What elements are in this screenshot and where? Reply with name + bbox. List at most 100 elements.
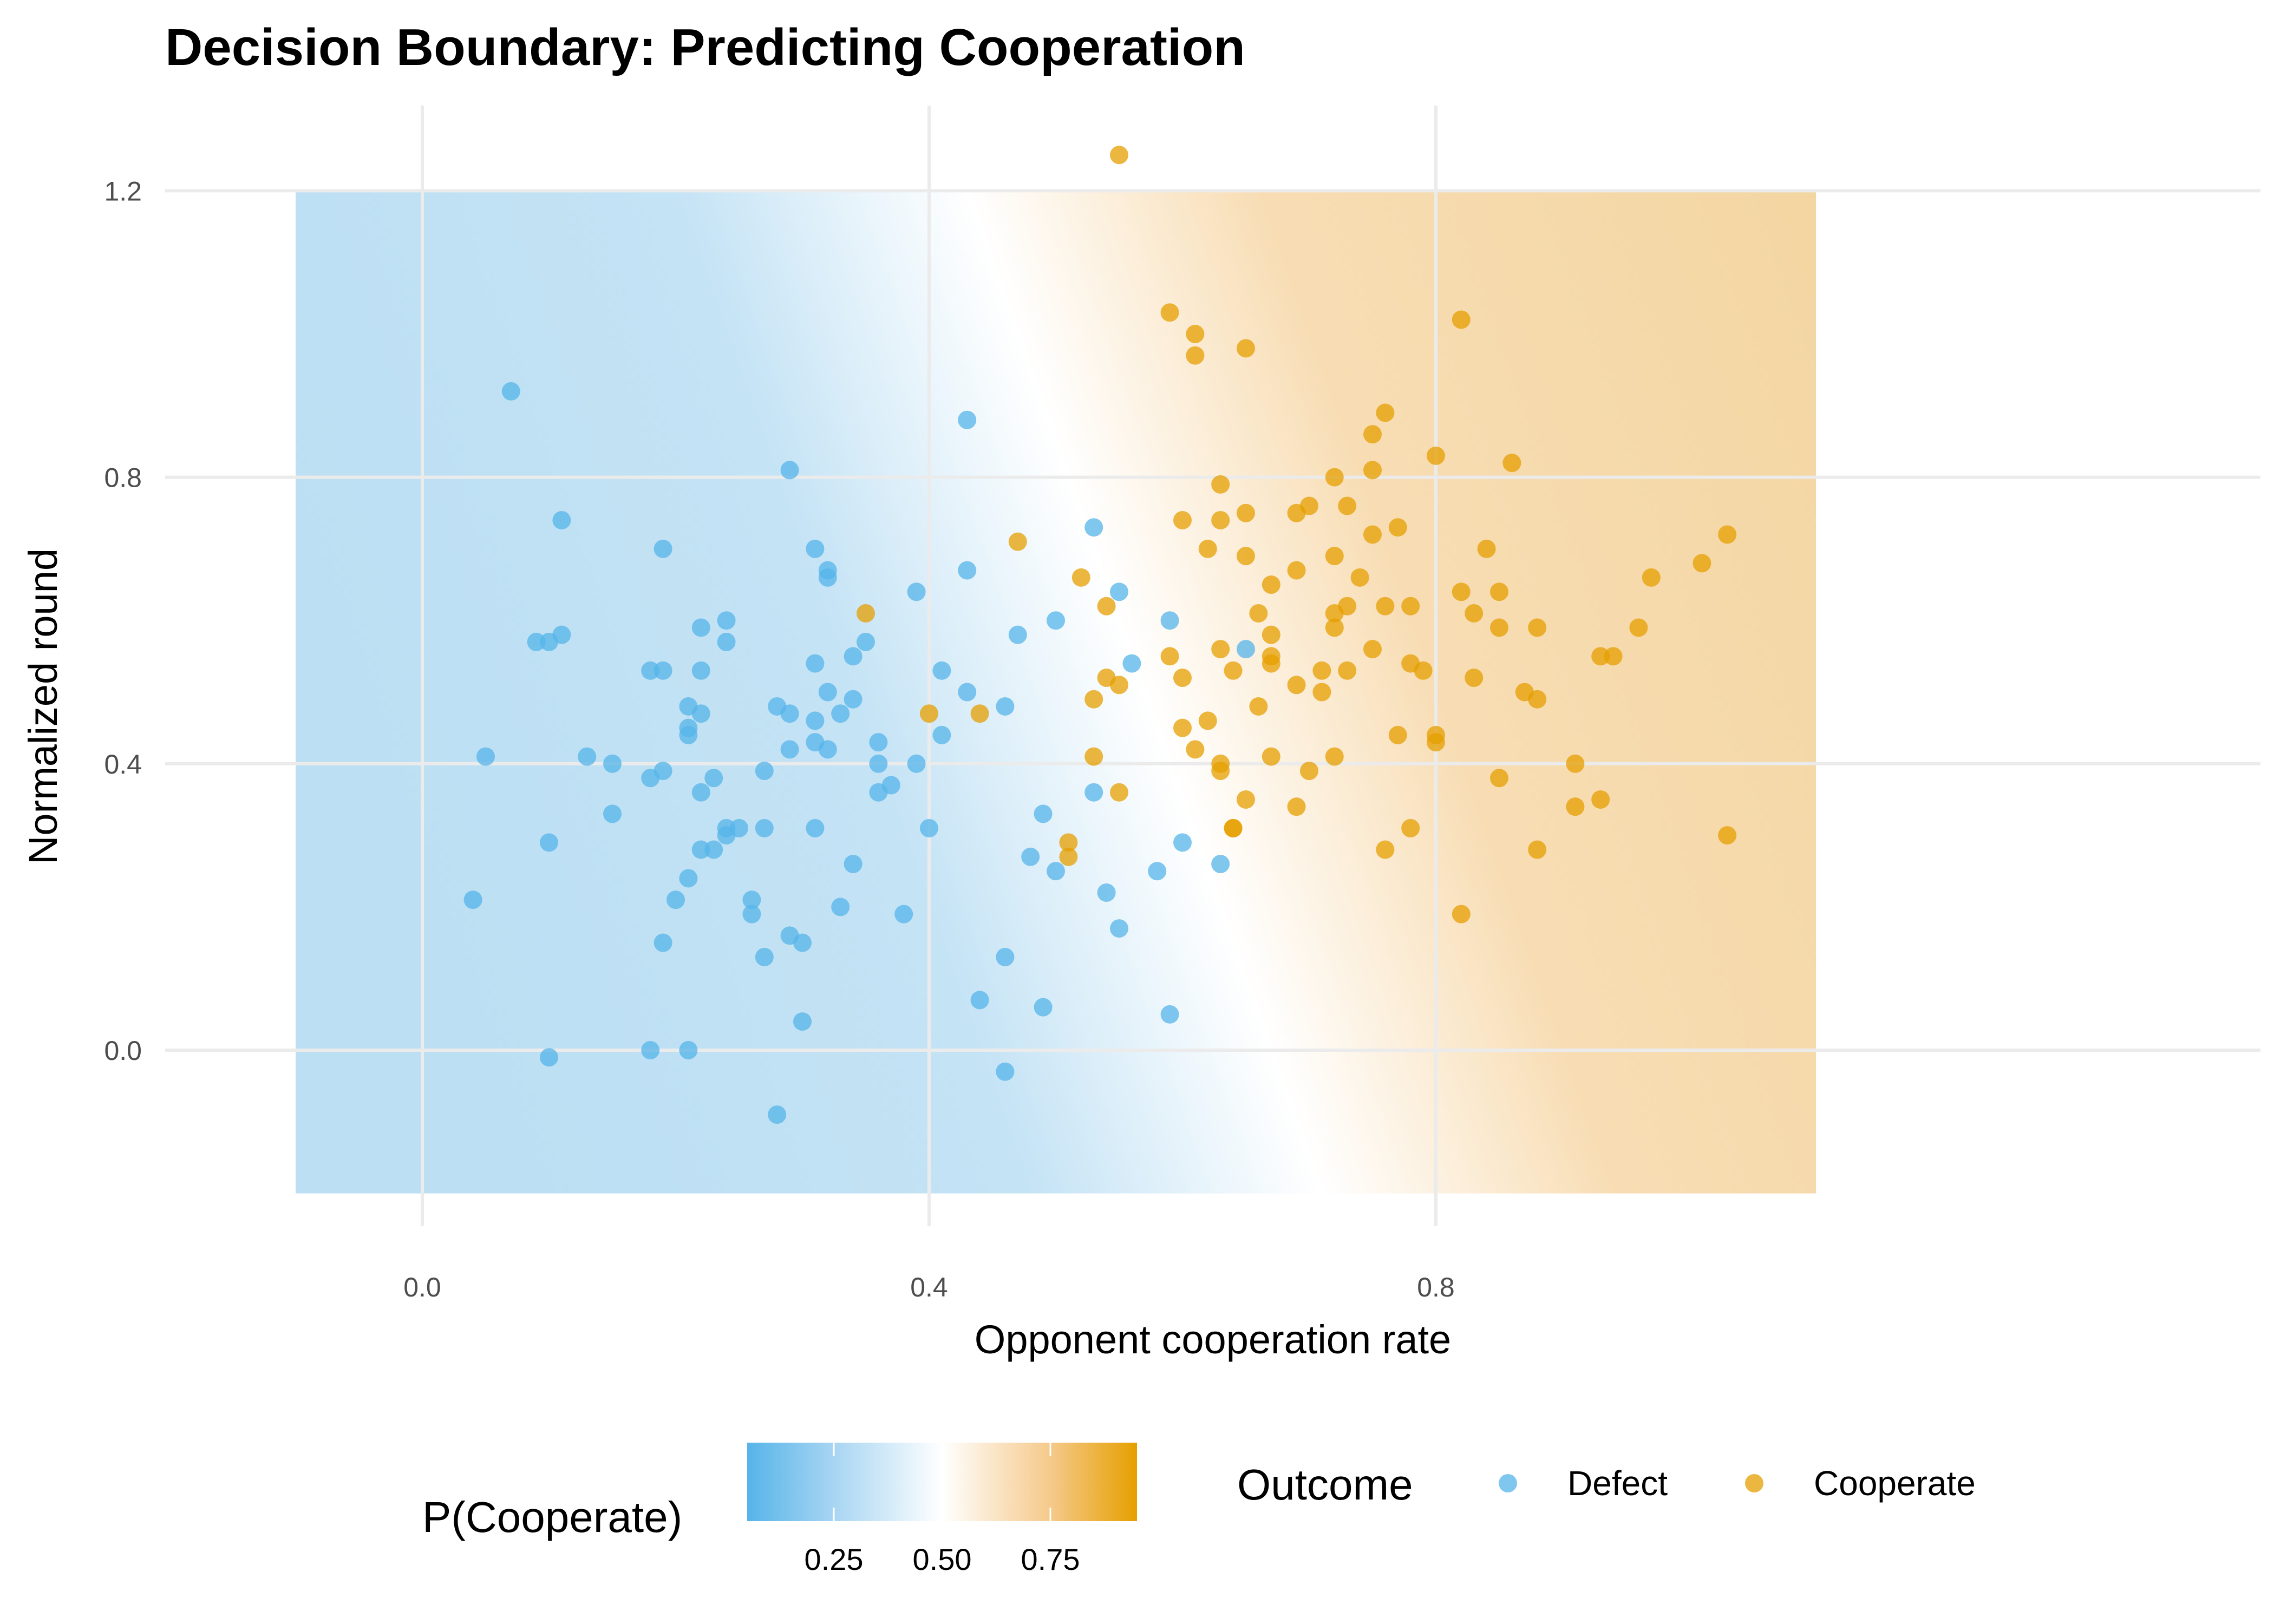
cooperate-point xyxy=(1693,554,1711,573)
defect-point xyxy=(691,704,710,723)
probability-surface xyxy=(296,191,1816,1194)
chart-title: Decision Boundary: Predicting Cooperatio… xyxy=(165,18,1245,76)
defect-point xyxy=(1047,862,1065,881)
defect-point xyxy=(818,683,837,702)
defect-point xyxy=(666,890,685,909)
defect-point xyxy=(603,804,622,823)
cooperate-point xyxy=(1237,503,1255,522)
cooperate-point xyxy=(1312,661,1331,680)
cooperate-point xyxy=(1629,618,1648,637)
x-tick-label: 0.0 xyxy=(403,1272,441,1302)
defect-point xyxy=(691,840,710,859)
x-tick-label: 0.4 xyxy=(910,1272,948,1302)
cooperate-point xyxy=(1186,346,1205,365)
cooperate-point xyxy=(1198,539,1217,558)
legend-key-defect xyxy=(1499,1474,1517,1492)
defect-point xyxy=(641,1041,660,1059)
defect-point xyxy=(894,905,913,924)
defect-point xyxy=(654,933,672,952)
cooperate-point xyxy=(1312,683,1331,702)
cooperate-point xyxy=(1097,597,1116,615)
cooperate-point xyxy=(1173,718,1192,737)
cooperate-point xyxy=(1528,690,1547,709)
defect-point xyxy=(970,991,989,1010)
cooperate-point xyxy=(1237,547,1255,566)
cooperate-point xyxy=(1110,146,1128,165)
cooperate-point xyxy=(1388,518,1407,537)
defect-point xyxy=(780,704,799,723)
defect-point xyxy=(654,661,672,680)
defect-point xyxy=(691,618,710,637)
cooperate-point xyxy=(1325,747,1344,766)
cooperate-point xyxy=(1363,525,1382,544)
cooperate-point xyxy=(1490,769,1508,788)
defect-point xyxy=(603,754,622,773)
cooperate-point xyxy=(1452,310,1471,329)
defect-point xyxy=(1173,833,1192,852)
cooperate-point xyxy=(1591,790,1610,809)
defect-point xyxy=(704,769,723,788)
defect-point xyxy=(806,654,825,673)
defect-point xyxy=(1008,625,1027,644)
cooperate-point xyxy=(1186,740,1205,759)
cooperate-point xyxy=(1528,618,1547,637)
defect-point xyxy=(476,747,495,766)
cooperate-point xyxy=(1528,840,1547,859)
defect-point xyxy=(818,568,837,587)
defect-point xyxy=(552,510,571,529)
cooperate-point xyxy=(1198,711,1217,730)
defect-point xyxy=(1160,611,1179,630)
defect-point xyxy=(1160,1005,1179,1024)
colorbar-title: P(Cooperate) xyxy=(422,1493,682,1541)
cooperate-point xyxy=(1427,725,1445,744)
defect-point xyxy=(527,632,546,651)
cooperate-point xyxy=(1363,425,1382,444)
defect-point xyxy=(704,840,723,859)
cooperate-point xyxy=(1160,647,1179,666)
cooperate-point xyxy=(1160,303,1179,322)
defect-point xyxy=(552,625,571,644)
cooperate-point xyxy=(1084,690,1103,709)
cooperate-point xyxy=(1566,797,1585,816)
cooperate-point xyxy=(1173,669,1192,687)
x-tick-label: 0.8 xyxy=(1417,1272,1455,1302)
cooperate-point xyxy=(1350,568,1369,587)
cooperate-point xyxy=(857,604,875,623)
cooperate-point xyxy=(1173,510,1192,529)
defect-point xyxy=(1034,998,1053,1017)
cooperate-point xyxy=(1224,818,1243,837)
cooperate-point xyxy=(1325,618,1344,637)
defect-point xyxy=(806,711,825,730)
cooperate-point xyxy=(1452,905,1471,924)
y-axis-title: Normalized round xyxy=(21,548,66,865)
defect-point xyxy=(996,697,1015,716)
cooperate-points xyxy=(857,146,1737,924)
cooperate-point xyxy=(1262,654,1280,673)
defect-point xyxy=(691,661,710,680)
cooperate-point xyxy=(1262,625,1280,644)
defect-point xyxy=(717,611,736,630)
cooperate-point xyxy=(1249,604,1268,623)
cooperate-point xyxy=(1452,582,1471,601)
defect-point xyxy=(540,1048,558,1067)
cooperate-point xyxy=(1465,669,1484,687)
x-axis-ticks: 0.0 0.4 0.8 xyxy=(403,1272,1455,1302)
defect-point xyxy=(742,905,761,924)
defect-point xyxy=(831,704,850,723)
defect-points xyxy=(463,382,1255,1124)
cooperate-point xyxy=(1376,840,1395,859)
cooperate-point xyxy=(1325,547,1344,566)
cooperate-point xyxy=(1071,568,1090,587)
defect-point xyxy=(958,561,977,580)
cooperate-point xyxy=(970,704,989,723)
defect-point xyxy=(844,855,862,874)
cooperate-point xyxy=(1300,762,1318,781)
defect-point xyxy=(907,754,926,773)
defect-point xyxy=(691,783,710,802)
cooperate-point xyxy=(1718,826,1737,845)
cooperate-point xyxy=(1059,847,1078,866)
cooperate-point xyxy=(1591,647,1610,666)
defect-point xyxy=(1084,518,1103,537)
cooperate-point xyxy=(1211,510,1230,529)
